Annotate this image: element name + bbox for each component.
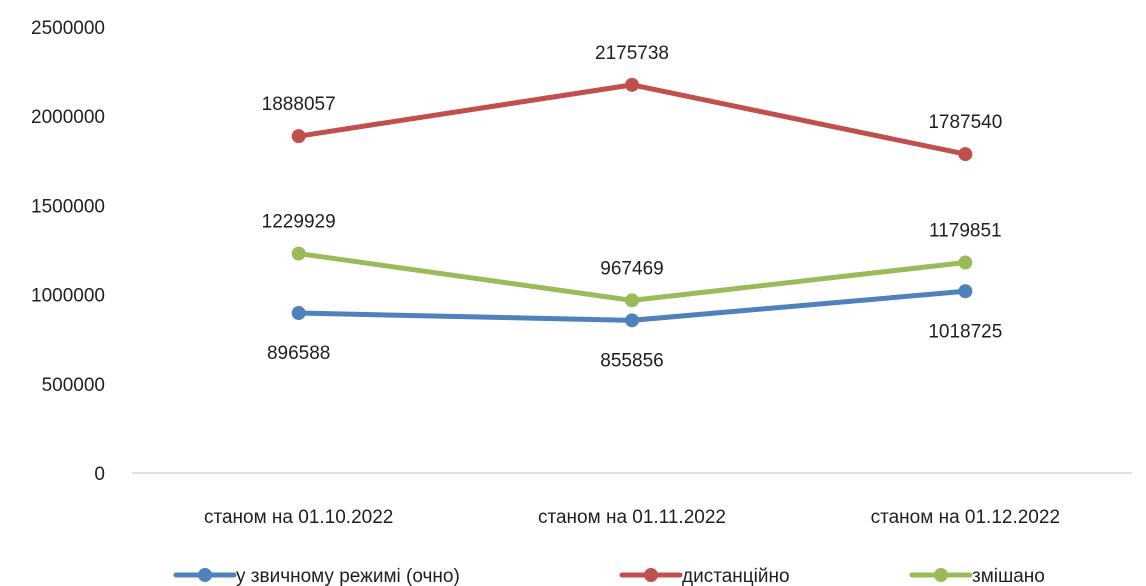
legend-label: змішано xyxy=(972,566,1045,586)
data-label: 1018725 xyxy=(928,321,1002,342)
y-tick-label: 0 xyxy=(94,464,105,485)
data-point xyxy=(291,306,306,321)
data-point xyxy=(291,129,306,144)
data-point xyxy=(958,147,973,162)
legend-marker xyxy=(198,568,212,582)
legend-item: у звичному режимі (очно) xyxy=(173,566,460,586)
data-point xyxy=(958,284,973,299)
data-label: 855856 xyxy=(600,350,663,371)
data-label: 1888057 xyxy=(262,94,336,115)
y-tick-label: 1500000 xyxy=(31,196,105,217)
legend-marker xyxy=(644,568,658,582)
series-line xyxy=(296,82,968,157)
data-label: 1787540 xyxy=(928,112,1002,133)
x-tick-label: станом на 01.12.2022 xyxy=(871,507,1060,528)
data-label: 2175738 xyxy=(595,43,669,64)
data-label: 1229929 xyxy=(262,212,336,233)
x-tick-label: станом на 01.10.2022 xyxy=(204,507,393,528)
legend-item: дистанційно xyxy=(619,566,790,586)
legend-label: дистанційно xyxy=(682,566,790,586)
data-label: 896588 xyxy=(267,343,330,364)
data-label: 1179851 xyxy=(929,221,1002,242)
series-lines xyxy=(296,82,968,323)
y-tick-label: 1000000 xyxy=(31,286,105,307)
data-labels: 896588 855856 1018725 1888057 2175738 1787540… xyxy=(262,43,1003,371)
data-point xyxy=(958,255,973,270)
data-point xyxy=(625,293,639,308)
legend-label: у звичному режимі (очно) xyxy=(236,566,460,586)
y-tick-label: 500000 xyxy=(42,375,105,396)
y-axis-labels: 0 500000 1000000 1500000 2000000 2500000 xyxy=(31,18,105,485)
y-tick-label: 2000000 xyxy=(31,107,105,128)
y-tick-label: 2500000 xyxy=(31,18,105,39)
legend-marker xyxy=(934,568,948,582)
data-point xyxy=(291,246,306,261)
series-points xyxy=(291,77,973,328)
data-point xyxy=(625,313,639,328)
legend: у звичному режимі (очно) дистанційно зміша… xyxy=(173,566,1045,586)
x-tick-label: станом на 01.11.2022 xyxy=(538,507,726,528)
data-label: 967469 xyxy=(600,258,663,279)
legend-item: змішано xyxy=(909,566,1045,586)
data-point xyxy=(625,77,639,92)
x-axis-labels: станом на 01.10.2022 станом на 01.11.2022… xyxy=(204,507,1060,528)
